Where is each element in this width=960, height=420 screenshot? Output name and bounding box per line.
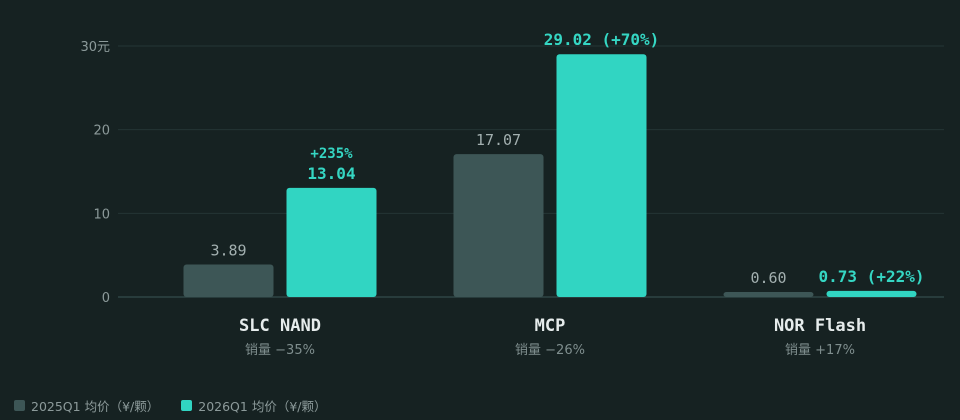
value-label-2026: 29.02 (+70%) <box>544 30 660 49</box>
y-tick-label: 0 <box>102 291 110 306</box>
y-tick-label: 30元 <box>80 40 110 55</box>
bars <box>183 54 917 297</box>
legend: 2025Q1 均价（¥/颗） 2026Q1 均价（¥/颗） <box>14 396 327 415</box>
bar-2026 <box>286 187 377 297</box>
legend-label-2025: 2025Q1 均价（¥/颗） <box>31 399 160 414</box>
bar-2025 <box>453 154 544 297</box>
category-labels: SLC NAND 销量 −35% MCP 销量 −26% NOR Flash 销量 +17… <box>239 316 866 358</box>
y-axis-ticks: 0 10 20 30元 <box>80 40 110 306</box>
legend-item-2026: 2026Q1 均价（¥/颗） <box>181 396 327 415</box>
bar-2026 <box>826 290 917 297</box>
y-tick-label: 20 <box>93 124 110 139</box>
value-label-2025: 3.89 <box>210 241 246 259</box>
value-label-2026: 0.73 (+22%) <box>819 267 925 286</box>
bar-2026 <box>556 54 647 297</box>
category-subtitle: 销量 −35% <box>245 343 315 358</box>
bar-2025 <box>723 291 814 297</box>
category-label: NOR Flash <box>774 316 866 336</box>
bar-2025 <box>183 264 274 297</box>
legend-label-2026: 2026Q1 均价（¥/颗） <box>198 399 327 414</box>
y-tick-label: 10 <box>93 207 110 222</box>
category-subtitle: 销量 +17% <box>785 343 855 358</box>
legend-item-2025: 2025Q1 均价（¥/颗） <box>14 396 159 415</box>
legend-swatch-2025 <box>14 400 25 411</box>
value-label-2026: 13.04 <box>307 164 355 183</box>
category-label: MCP <box>535 316 566 336</box>
value-label-2025: 17.07 <box>476 131 521 149</box>
category-subtitle: 销量 −26% <box>515 343 585 358</box>
legend-swatch-2026 <box>181 400 193 411</box>
change-label-2026: +235% <box>310 146 353 162</box>
category-label: SLC NAND <box>239 316 321 336</box>
bar-value-labels: 3.89 13.04 +235% 17.07 29.02 (+70%) 0.60 0.73 … <box>210 30 924 287</box>
value-label-2025: 0.60 <box>750 269 786 287</box>
